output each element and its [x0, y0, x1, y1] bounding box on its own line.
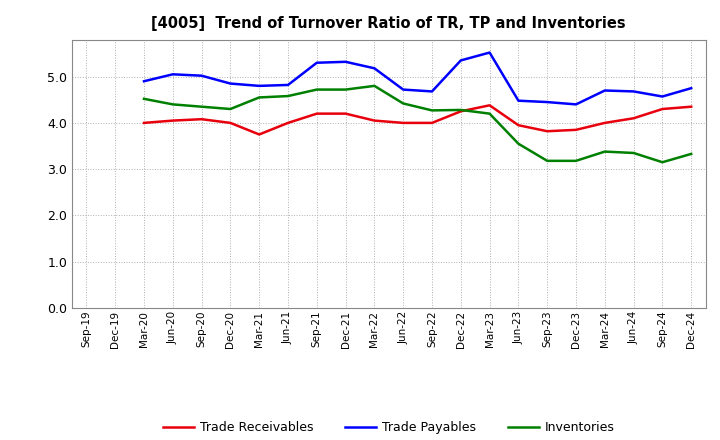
- Trade Receivables: [658, 106, 667, 112]
- Inventories: [572, 158, 580, 164]
- Inventories: [543, 158, 552, 164]
- Trade Payables: [485, 50, 494, 55]
- Line: Inventories: Inventories: [144, 86, 691, 162]
- Trade Payables: [687, 85, 696, 91]
- Inventories: [370, 83, 379, 88]
- Inventories: [399, 101, 408, 106]
- Trade Receivables: [399, 120, 408, 125]
- Trade Receivables: [629, 116, 638, 121]
- Trade Receivables: [600, 120, 609, 125]
- Trade Receivables: [312, 111, 321, 116]
- Inventories: [687, 151, 696, 157]
- Trade Receivables: [284, 120, 292, 125]
- Trade Receivables: [572, 127, 580, 132]
- Trade Payables: [140, 79, 148, 84]
- Trade Receivables: [687, 104, 696, 109]
- Inventories: [485, 111, 494, 116]
- Inventories: [600, 149, 609, 154]
- Inventories: [456, 107, 465, 113]
- Trade Payables: [226, 81, 235, 86]
- Trade Payables: [370, 66, 379, 71]
- Trade Payables: [168, 72, 177, 77]
- Inventories: [514, 141, 523, 147]
- Inventories: [428, 108, 436, 113]
- Trade Payables: [572, 102, 580, 107]
- Trade Payables: [514, 98, 523, 103]
- Trade Payables: [312, 60, 321, 66]
- Legend: Trade Receivables, Trade Payables, Inventories: Trade Receivables, Trade Payables, Inven…: [158, 416, 620, 439]
- Title: [4005]  Trend of Turnover Ratio of TR, TP and Inventories: [4005] Trend of Turnover Ratio of TR, TP…: [151, 16, 626, 32]
- Trade Payables: [255, 83, 264, 88]
- Line: Trade Payables: Trade Payables: [144, 52, 691, 104]
- Trade Receivables: [514, 123, 523, 128]
- Inventories: [197, 104, 206, 109]
- Trade Payables: [543, 99, 552, 105]
- Trade Payables: [428, 89, 436, 94]
- Trade Receivables: [255, 132, 264, 137]
- Trade Payables: [629, 89, 638, 94]
- Trade Receivables: [543, 128, 552, 134]
- Trade Receivables: [168, 118, 177, 123]
- Line: Trade Receivables: Trade Receivables: [144, 105, 691, 135]
- Trade Payables: [197, 73, 206, 78]
- Trade Receivables: [226, 120, 235, 125]
- Inventories: [168, 102, 177, 107]
- Trade Payables: [600, 88, 609, 93]
- Inventories: [255, 95, 264, 100]
- Trade Receivables: [485, 103, 494, 108]
- Trade Receivables: [456, 109, 465, 114]
- Inventories: [284, 93, 292, 99]
- Trade Payables: [399, 87, 408, 92]
- Inventories: [629, 150, 638, 156]
- Inventories: [140, 96, 148, 102]
- Trade Payables: [284, 82, 292, 88]
- Trade Payables: [341, 59, 350, 64]
- Trade Receivables: [428, 120, 436, 125]
- Trade Payables: [456, 58, 465, 63]
- Trade Receivables: [140, 120, 148, 125]
- Trade Receivables: [370, 118, 379, 123]
- Inventories: [341, 87, 350, 92]
- Inventories: [226, 106, 235, 112]
- Trade Payables: [658, 94, 667, 99]
- Trade Receivables: [197, 117, 206, 122]
- Trade Receivables: [341, 111, 350, 116]
- Inventories: [312, 87, 321, 92]
- Inventories: [658, 160, 667, 165]
